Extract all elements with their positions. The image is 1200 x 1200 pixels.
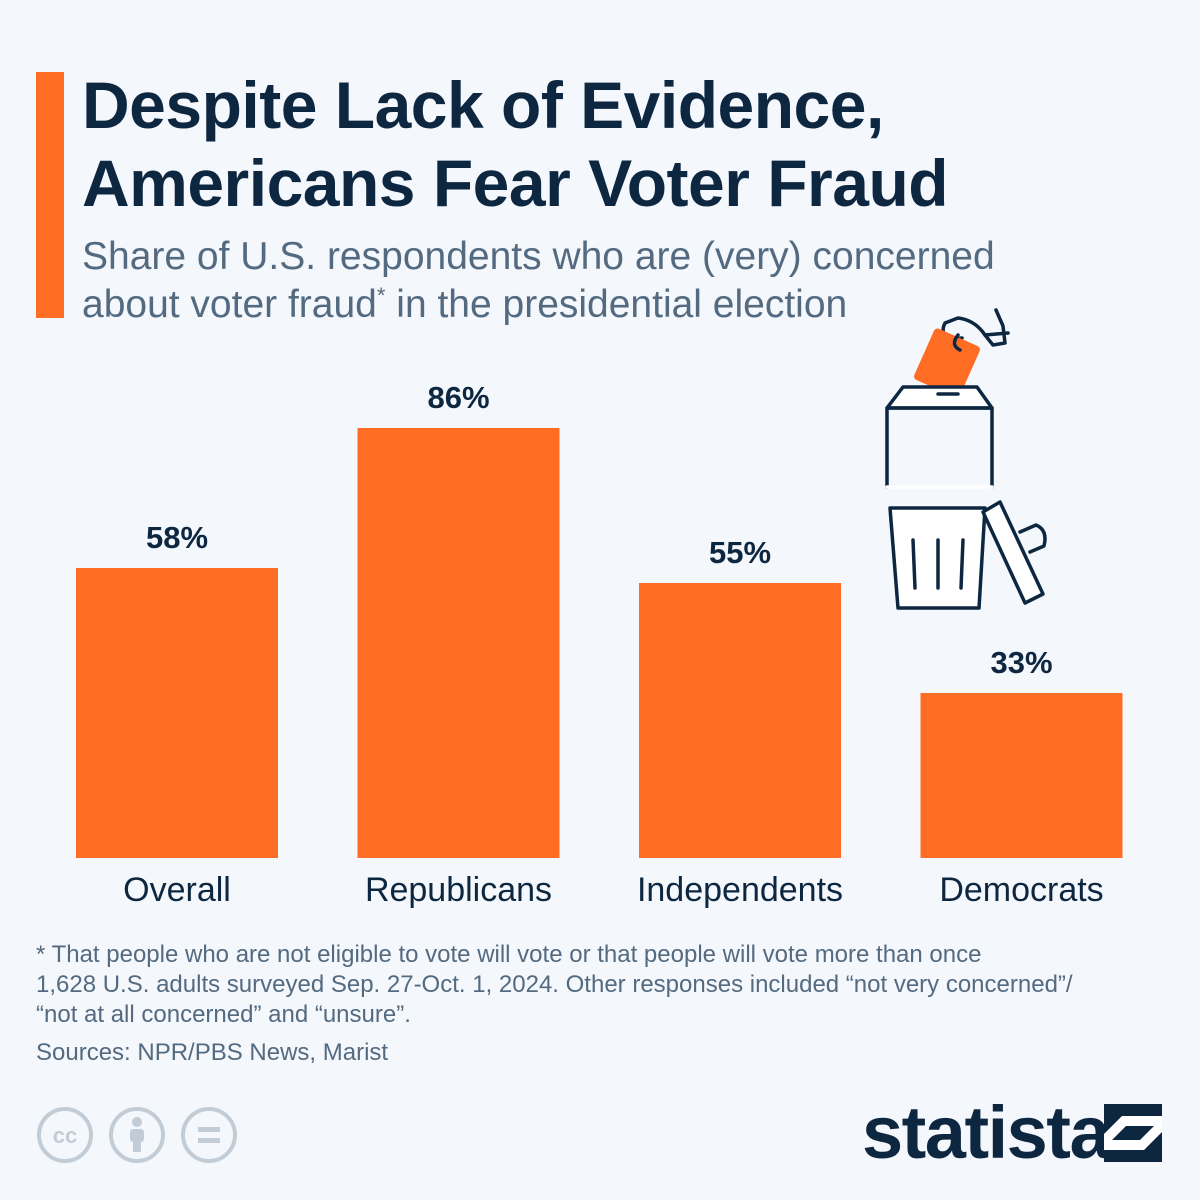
subtitle-line-2: about voter fraud* in the presidential e… xyxy=(82,281,1082,329)
category-label-independents: Independents xyxy=(637,871,843,909)
footnote-marker: * xyxy=(376,283,386,308)
statista-mark-icon xyxy=(1104,1104,1162,1162)
title-line-2: Americans Fear Voter Fraud xyxy=(82,146,949,220)
bar-overall xyxy=(76,568,278,858)
value-label-independents: 55% xyxy=(709,535,771,570)
value-label-republicans: 86% xyxy=(427,380,489,415)
chart-title: Despite Lack of Evidence, Americans Fear… xyxy=(82,66,1162,222)
creative-commons-icon[interactable]: cc xyxy=(36,1106,94,1164)
svg-text:cc: cc xyxy=(53,1123,77,1148)
sources: Sources: NPR/PBS News, Marist xyxy=(36,1039,389,1066)
brand-wordmark: statista xyxy=(862,1091,1111,1174)
footnote-line-2: 1,628 U.S. adults surveyed Sep. 27-Oct. … xyxy=(36,971,1073,998)
bar-republicans xyxy=(357,428,560,858)
bars-layer: 58% Overall 86% Republicans 55% Independents 3… xyxy=(76,380,1123,909)
category-label-republicans: Republicans xyxy=(365,871,552,909)
category-label-overall: Overall xyxy=(123,871,231,909)
footnote-line-3: “not at all concerned” and “unsure”. xyxy=(36,1001,411,1028)
footnote: * That people who are not eligible to vo… xyxy=(36,940,1176,1030)
bar-democrats xyxy=(920,693,1123,858)
subtitle-line-2-rest: in the presidential election xyxy=(385,283,848,326)
no-derivatives-icon[interactable] xyxy=(180,1106,238,1164)
category-label-democrats: Democrats xyxy=(939,871,1103,909)
value-label-democrats: 33% xyxy=(990,645,1052,680)
bar-chart: 58% Overall 86% Republicans 55% Independents 3… xyxy=(76,308,1123,909)
chart-subtitle: Share of U.S. respondents who are (very)… xyxy=(82,233,1082,329)
attribution-icon[interactable] xyxy=(108,1106,166,1164)
title-accent-bar xyxy=(36,72,64,318)
value-label-overall: 58% xyxy=(146,520,208,555)
bar-independents xyxy=(639,583,841,858)
title-line-1: Despite Lack of Evidence, xyxy=(82,68,884,142)
ballot-box-trash-can-icon xyxy=(885,308,1047,610)
subtitle-line-2-main: about voter fraud xyxy=(82,283,377,326)
footnote-line-1: * That people who are not eligible to vo… xyxy=(36,941,982,968)
subtitle-line-1: Share of U.S. respondents who are (very)… xyxy=(82,235,995,278)
